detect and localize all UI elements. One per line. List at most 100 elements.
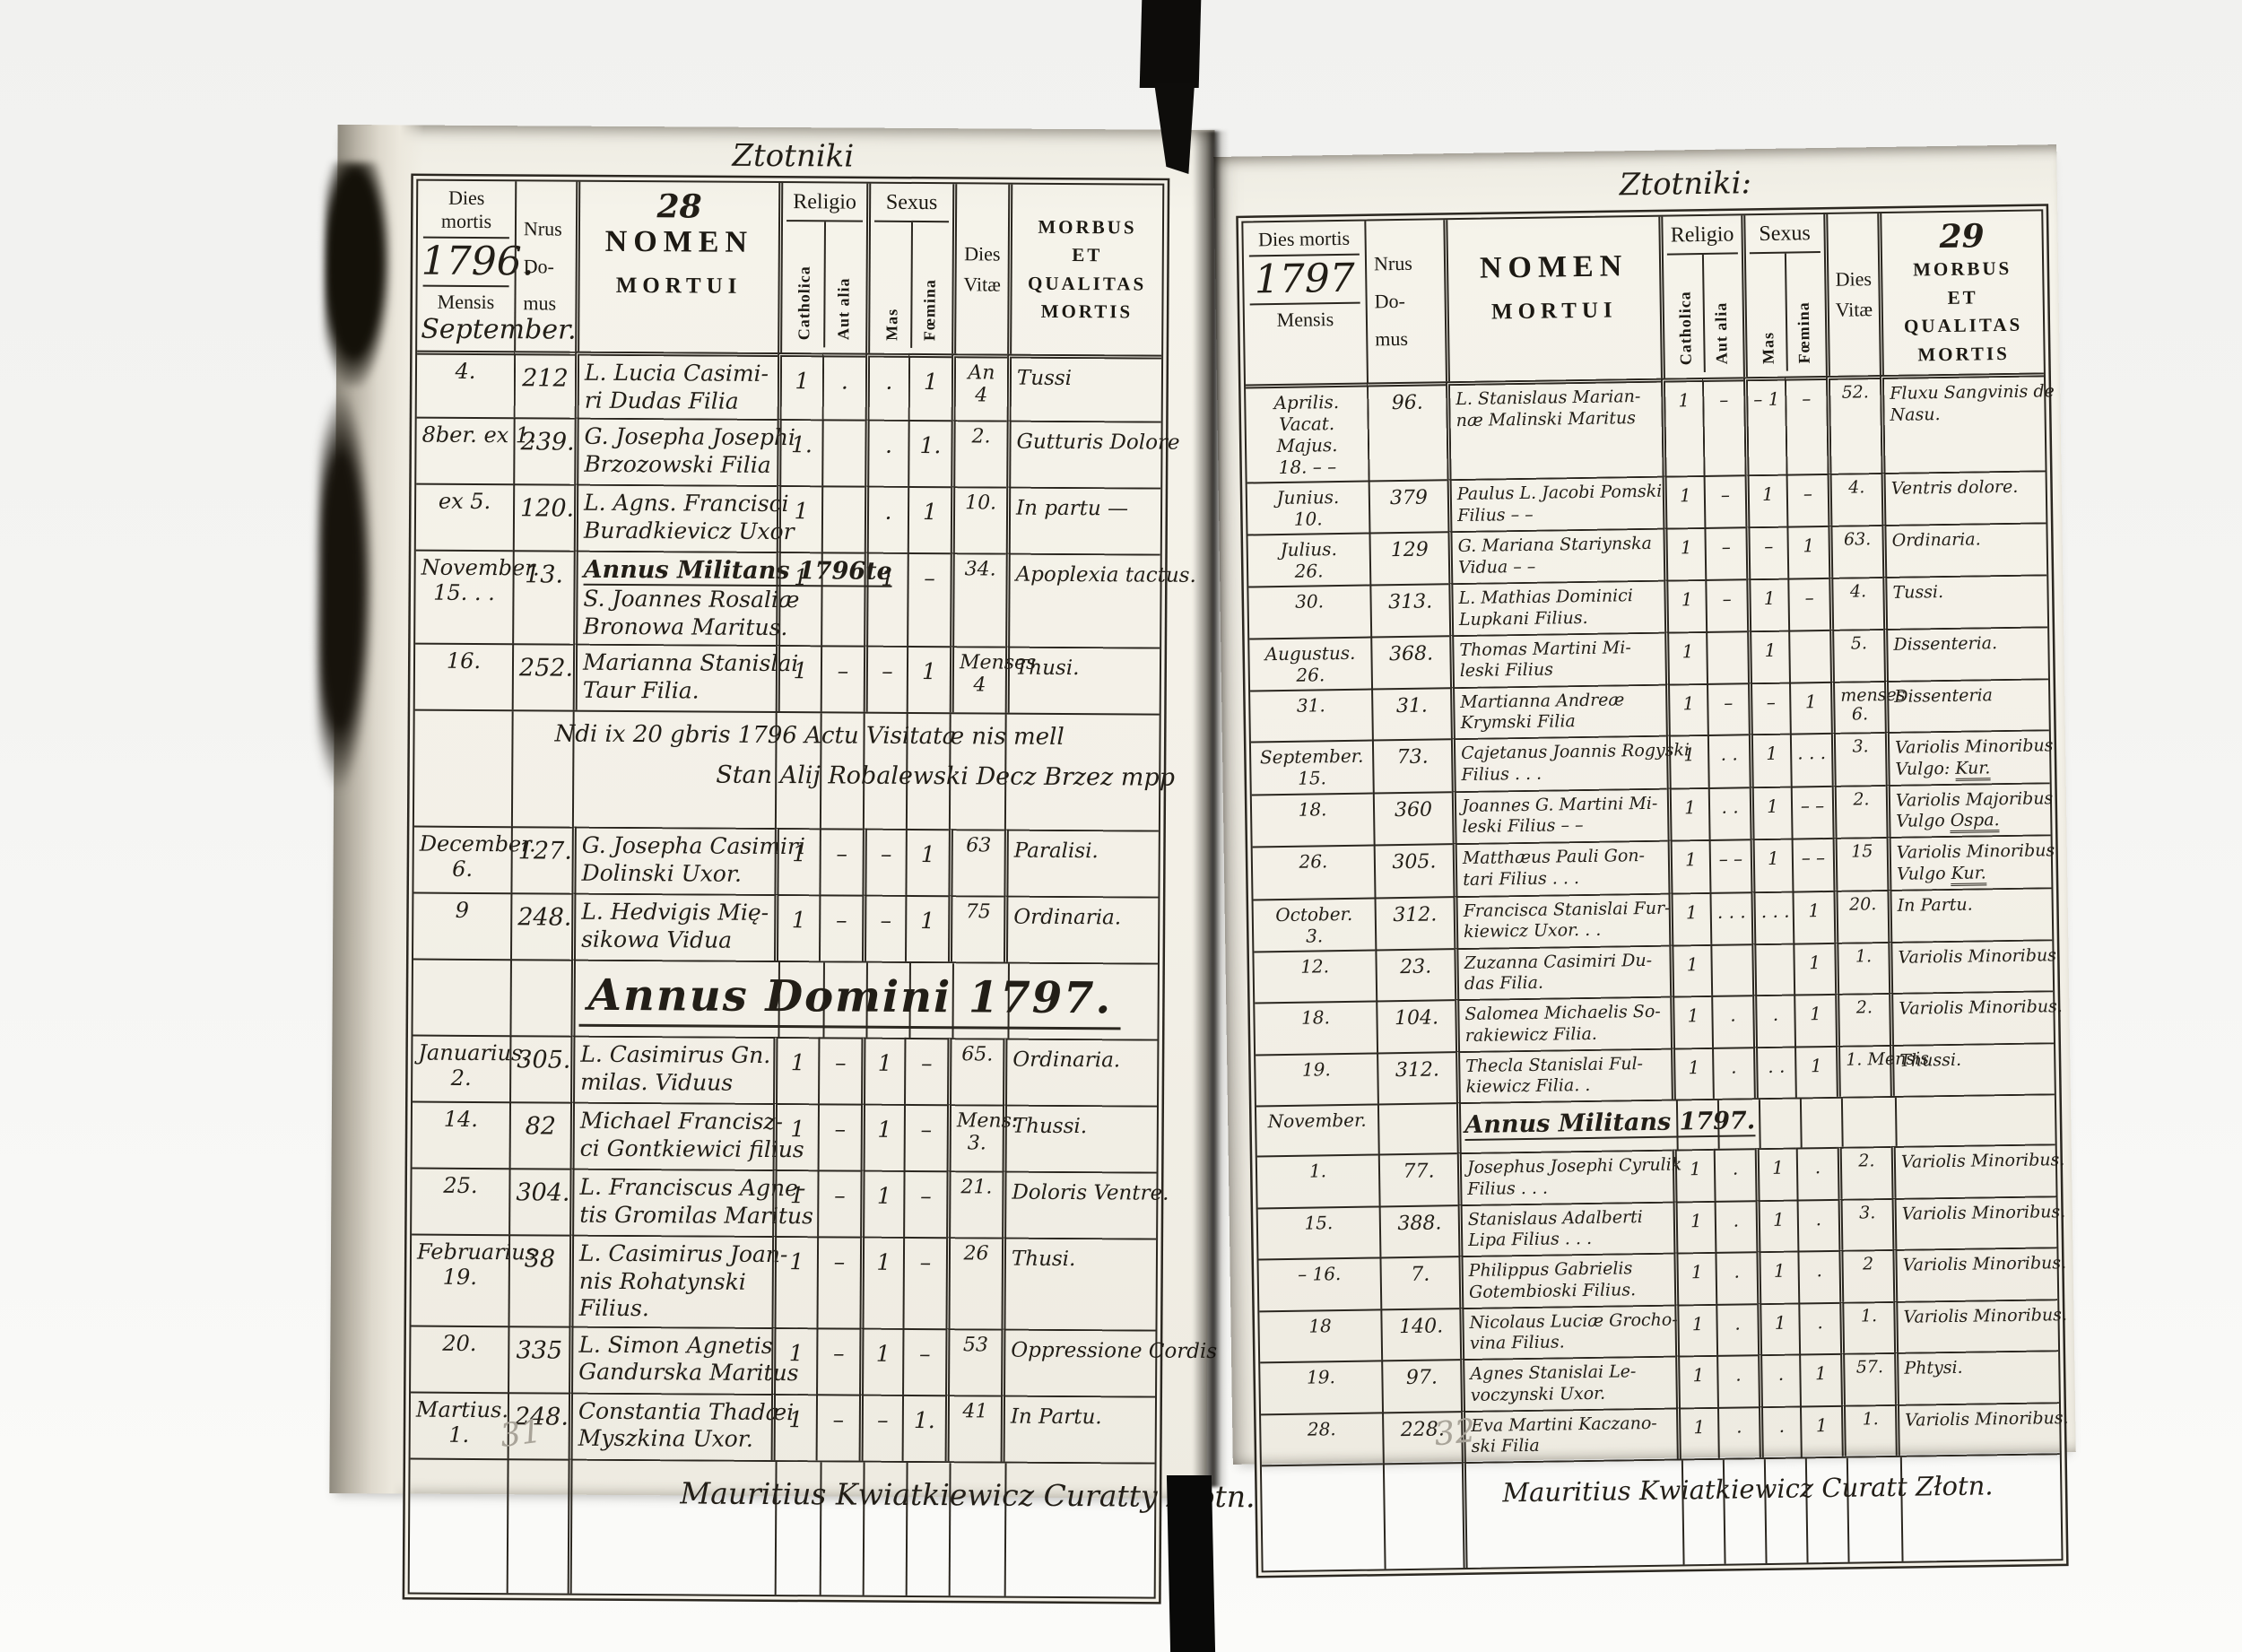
house-number bbox=[509, 959, 571, 1036]
deceased-name-text: S. Joannes Rosaliæ Bronowa Maritus. bbox=[583, 585, 800, 640]
deceased-name-text: Josephus Josephi Cyrulik Filius . . . bbox=[1466, 1154, 1682, 1199]
cause-of-death: Ordinaria. bbox=[1881, 522, 2047, 578]
sexus-mas-mark: – bbox=[862, 828, 906, 895]
age-at-death: 4. bbox=[1827, 473, 1882, 526]
aut-alia-label: Aut alia bbox=[833, 277, 853, 341]
age-at-death: Menses 4 bbox=[949, 646, 1036, 713]
deceased-name-text: Eva Martini Kaczano- ski Filia bbox=[1471, 1413, 1657, 1457]
religio-aut-alia-mark bbox=[821, 419, 865, 486]
religio-aut-alia-mark: – bbox=[818, 1037, 862, 1104]
cause-of-death-text: Fluxu Sangvinis de Nasu. bbox=[1890, 381, 2055, 425]
age-at-death: 1. bbox=[1840, 1404, 1896, 1456]
house-number: 388. bbox=[1378, 1204, 1459, 1257]
religio-catholica-mark: 1 bbox=[772, 1169, 818, 1237]
sexus-mas-mark: 1 bbox=[1757, 1302, 1800, 1355]
sexus-foemina-mark: – bbox=[1784, 375, 1828, 474]
col-header-morbus: MORBUS ET QUALITAS MORTIS bbox=[1007, 184, 1163, 355]
cause-of-death: Dissenteria bbox=[1883, 677, 2049, 733]
cause-of-death: Variolis Minoribus. bbox=[1889, 990, 2063, 1045]
deceased-name-text: L. Lucia Casimi- ri Dudas Filia bbox=[584, 359, 769, 414]
religio-aut-alia-mark: . bbox=[1716, 1302, 1759, 1355]
cause-of-death-text: Paralisi. bbox=[1013, 839, 1099, 864]
religio-aut-alia-mark: – bbox=[817, 1169, 861, 1237]
sexus-foemina-mark: . bbox=[1797, 1249, 1840, 1303]
cause-of-death-text: Ordinaria. bbox=[1012, 1048, 1121, 1073]
deceased-name: Marianna Stanislai Taur Filia. bbox=[572, 643, 798, 712]
sexus-mas-mark: – bbox=[858, 1394, 903, 1461]
note-signature: Stan Alij Robalewski Decz Brzez mpp bbox=[716, 761, 1176, 792]
deceased-name-text: L. Agns. Francisci Buradkievicz Uxor bbox=[583, 489, 795, 544]
sexus-foemina-mark: 1 bbox=[905, 828, 949, 896]
cause-of-death: Ordinaria. bbox=[1003, 1038, 1158, 1106]
catholica-label: Catholica bbox=[795, 265, 813, 341]
house-number: 368. bbox=[1370, 634, 1451, 689]
sexus-foemina-mark: 1 bbox=[1793, 942, 1836, 995]
header-rule bbox=[1249, 301, 1360, 306]
col-header-nomen: 28 NOMEN MORTUI bbox=[575, 181, 779, 353]
death-date: ex 5. bbox=[415, 483, 514, 551]
deceased-name: Eva Martini Kaczano- ski Filia bbox=[1461, 1407, 1677, 1463]
year-section-row: Annus Domini 1797. bbox=[570, 959, 1158, 1039]
cause-of-death: Variolis Minoribus. bbox=[1890, 1143, 2064, 1198]
house-number: 212 bbox=[513, 351, 576, 418]
foemina-label: Fœmina bbox=[920, 279, 939, 342]
death-date: 12. bbox=[1254, 948, 1377, 1003]
col-header-catholica: Catholica bbox=[1667, 255, 1703, 373]
house-number bbox=[1377, 1102, 1457, 1154]
age-at-death: 15 bbox=[1832, 837, 1888, 891]
deceased-name-text: L. Casimirus Gn. milas. Viduus bbox=[580, 1040, 771, 1096]
sexus-mas-mark: . bbox=[1758, 1405, 1801, 1458]
sexus-foemina-mark: 1 bbox=[904, 894, 949, 962]
house-number: 305. bbox=[1373, 843, 1454, 897]
religio-aut-alia-mark: – bbox=[818, 894, 863, 961]
cause-of-death-text: In Partu. bbox=[1010, 1404, 1102, 1429]
cause-of-death-text: Thussi. bbox=[1899, 1049, 1962, 1071]
death-date: 30. bbox=[1248, 584, 1371, 639]
mensis-label: Mensis bbox=[437, 290, 495, 314]
death-date: Junius. 10. bbox=[1247, 480, 1369, 535]
cause-of-death-text: Variolis Minoribus. bbox=[1901, 1201, 2066, 1224]
sexus-mas-mark: 1 bbox=[1749, 786, 1792, 839]
death-date: – 16. bbox=[1258, 1256, 1381, 1310]
religio-label: Religio bbox=[786, 188, 864, 222]
foemina-label: Fœmina bbox=[1794, 301, 1813, 364]
cause-of-death: Variolis Minoribus Vulgo: Kur. bbox=[1884, 729, 2054, 785]
deceased-name-text: Agnes Stanislai Le- voczynski Uxor. bbox=[1470, 1361, 1637, 1405]
religio-aut-alia-mark: . bbox=[1712, 1046, 1754, 1099]
house-number: 360 bbox=[1372, 790, 1453, 845]
religio-aut-alia-mark: . . bbox=[1707, 734, 1750, 787]
deceased-name-text: L. Simon Agnetis Gandurska Maritus bbox=[578, 1331, 799, 1387]
pencil-mark: 32 bbox=[1432, 1412, 1478, 1454]
religio-catholica-mark: 1 bbox=[1666, 787, 1709, 840]
sexus-mas-mark: 1 bbox=[860, 1103, 905, 1170]
house-number: 239. bbox=[513, 417, 575, 484]
house-number: 77. bbox=[1377, 1152, 1458, 1205]
dies-mortis-label: Dies mortis bbox=[440, 186, 492, 233]
religio-aut-alia-mark: – – bbox=[1708, 839, 1751, 892]
sexus-foemina-mark: – bbox=[904, 1037, 948, 1105]
deceased-name: Paulus L. Jacobi Pomski Filius – – bbox=[1447, 475, 1664, 532]
sexus-mas-mark: . bbox=[865, 352, 909, 420]
deceased-name-text: Thecla Stanislai Ful- kiewicz Filia. . bbox=[1465, 1053, 1644, 1098]
sexus-foemina-mark: – bbox=[1787, 577, 1830, 630]
deceased-name: L. Mathias Dominici Lupkani Filius. bbox=[1448, 579, 1665, 635]
nomen-label: NOMEN bbox=[604, 224, 754, 259]
col-header-nrus-domus: Nrus Do- mus bbox=[1364, 220, 1446, 383]
cause-of-death: Phtysi. bbox=[1894, 1350, 2059, 1404]
cause-of-death-text: Variolis Minoribus. bbox=[1905, 1407, 2069, 1430]
death-date: 28. bbox=[1261, 1411, 1383, 1465]
deceased-name-text: Martianna Andreæ Krymski Filia bbox=[1460, 689, 1625, 734]
house-number: 252. bbox=[511, 643, 573, 710]
death-date: Aprilis. Vacat. Majus. 18. – – bbox=[1246, 382, 1369, 483]
age-at-death: 1. Mensis bbox=[1836, 1044, 1929, 1097]
religio-aut-alia-mark: . bbox=[1713, 1148, 1756, 1201]
religio-aut-alia-mark: . . bbox=[1708, 786, 1751, 839]
col-header-dies-vitae: Dies Vitæ bbox=[1823, 213, 1880, 376]
religio-catholica-mark: 1 bbox=[776, 485, 822, 552]
death-date bbox=[413, 958, 510, 1036]
death-date: Februarius 19. bbox=[411, 1233, 536, 1326]
sexus-mas-mark: . bbox=[865, 419, 908, 486]
cause-of-death-text: Dissenteria bbox=[1894, 684, 1994, 707]
cause-of-death: Variolis Minoribus bbox=[1888, 938, 2056, 993]
cause-of-death: In partu — bbox=[1005, 486, 1161, 554]
